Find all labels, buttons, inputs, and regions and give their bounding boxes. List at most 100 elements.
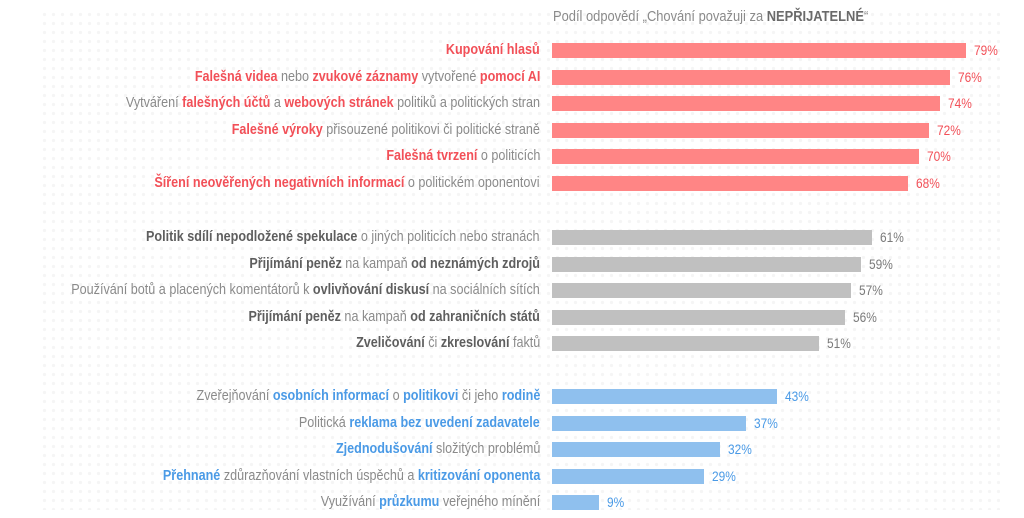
bar-label: Politická reklama bez uvedení zadavatele xyxy=(299,413,540,433)
bar-label: Zjednodušování složitých problémů xyxy=(336,439,540,459)
bar-label: Zveličování či zkreslování faktů xyxy=(356,333,540,353)
label-text: složitých problémů xyxy=(432,440,540,458)
label-highlight: Falešná videa xyxy=(194,67,278,85)
bar-label: Politik sdílí nepodložené spekulace o ji… xyxy=(146,227,540,247)
label-highlight: průzkumu xyxy=(378,493,440,511)
bar-row-red: Kupování hlasů 79% xyxy=(0,40,1024,60)
bar-row-grey: Přijímání peněz na kampaň od neznámých z… xyxy=(0,254,1024,274)
chart-title: Podíl odpovědí „Chování považuji za NEPŘ… xyxy=(553,8,869,25)
bar-row-red: Vytváření falešných účtů a webových strá… xyxy=(0,93,1024,113)
value-label: 59% xyxy=(869,255,893,272)
label-highlight: Přijímání peněz xyxy=(248,307,342,325)
label-text: na sociálních sítích xyxy=(429,281,540,299)
value-label: 74% xyxy=(947,95,972,112)
bar-label: Zveřejňování osobních informací o politi… xyxy=(196,386,540,406)
label-highlight: Zveličování xyxy=(355,334,425,352)
value-label: 32% xyxy=(727,441,752,458)
bar-label: Falešná videa nebo zvukové záznamy vytvo… xyxy=(194,67,540,87)
label-text: a xyxy=(270,94,285,112)
bar xyxy=(552,230,872,245)
bar-label: Přijímání peněz na kampaň od neznámých z… xyxy=(249,254,540,274)
bar-label: Přehnané zdůrazňování vlastních úspěchů … xyxy=(163,466,540,486)
label-text: Využívání xyxy=(320,493,379,511)
value-label: 43% xyxy=(785,388,810,404)
label-highlight: reklama bez uvedení zadavatele xyxy=(349,413,540,431)
label-highlight: Kupování hlasů xyxy=(446,41,540,58)
label-text: o jiných politicích nebo stranách xyxy=(357,228,540,245)
value-label: 76% xyxy=(958,68,983,85)
label-text: či xyxy=(424,334,441,352)
bar-label: Přijímání peněz na kampaň od zahraničníc… xyxy=(249,307,540,327)
bar-label: Využívání průzkumu veřejného mínění xyxy=(321,492,540,512)
label-text: na kampaň xyxy=(341,254,412,272)
label-text: přisouzené politikovi či politické stran… xyxy=(322,120,540,138)
bar-row-red: Falešná videa nebo zvukové záznamy vytvo… xyxy=(0,67,1024,87)
label-text: o xyxy=(388,387,403,404)
label-text: o politicích xyxy=(476,147,540,165)
label-highlight: Politik sdílí nepodložené spekulace xyxy=(146,228,358,245)
bar-label: Používání botů a placených komentátorů k… xyxy=(71,280,540,300)
bar xyxy=(552,336,820,352)
value-label: 56% xyxy=(853,308,878,325)
bar-row-blue: Přehnané zdůrazňování vlastních úspěchů … xyxy=(0,466,1024,486)
bar xyxy=(552,389,778,404)
label-highlight: od zahraničních států xyxy=(410,307,540,325)
label-highlight: Falešná tvrzení xyxy=(385,147,477,165)
label-text: politiků a politických stran xyxy=(393,94,540,112)
bar-row-grey: Používání botů a placených komentátorů k… xyxy=(0,280,1024,300)
label-highlight: Přijímání peněz xyxy=(249,254,342,272)
bar-label: Kupování hlasů xyxy=(446,40,540,60)
label-text: nebo xyxy=(277,67,313,85)
value-label: 61% xyxy=(879,229,904,245)
bar xyxy=(552,96,940,112)
label-text: Vytváření xyxy=(125,94,183,112)
bar-label: Šíření neověřených negativních informací… xyxy=(155,173,540,193)
value-label: 57% xyxy=(858,282,883,299)
value-label: 79% xyxy=(973,42,998,58)
label-highlight: webových stránek xyxy=(284,94,394,112)
label-text: veřejného mínění xyxy=(439,493,540,511)
label-highlight: falešných účtů xyxy=(182,94,271,112)
bar-row-blue: Zveřejňování osobních informací o politi… xyxy=(0,386,1024,406)
bar xyxy=(552,256,862,272)
bar-row-red: Falešné výroky přisouzené politikovi či … xyxy=(0,120,1024,140)
label-highlight: zvukové záznamy xyxy=(312,67,418,85)
label-highlight: od neznámých zdrojů xyxy=(411,254,540,272)
label-highlight: Falešné výroky xyxy=(231,120,323,138)
value-label: 70% xyxy=(926,148,951,165)
value-label: 68% xyxy=(916,175,941,191)
bar-row-red: Falešná tvrzení o politicích 70% xyxy=(0,146,1024,166)
bar-label: Falešné výroky přisouzené politikovi či … xyxy=(232,120,540,140)
bar xyxy=(552,495,600,511)
label-text: faktů xyxy=(509,334,540,352)
label-text: Politická xyxy=(299,413,350,431)
bar-row-blue: Využívání průzkumu veřejného mínění 9% xyxy=(0,492,1024,512)
value-label: 9% xyxy=(607,494,625,511)
label-highlight: Přehnané xyxy=(162,466,220,484)
bar xyxy=(552,309,846,325)
label-text: či jeho xyxy=(458,387,502,404)
label-highlight: pomocí AI xyxy=(479,67,540,85)
bar-row-grey: Zveličování či zkreslování faktů 51% xyxy=(0,333,1024,353)
label-highlight: Šíření neověřených negativních informací xyxy=(154,174,405,191)
bar xyxy=(552,43,966,58)
bar xyxy=(552,468,704,484)
bar-row-red: Šíření neověřených negativních informací… xyxy=(0,173,1024,193)
label-highlight: politikovi xyxy=(402,387,459,404)
bar-row-blue: Zjednodušování složitých problémů 32% xyxy=(0,439,1024,459)
label-text: na kampaň xyxy=(341,307,411,325)
bar xyxy=(552,442,720,458)
label-text: vytvořené xyxy=(417,67,480,85)
bar-row-blue: Politická reklama bez uvedení zadavatele… xyxy=(0,413,1024,433)
label-text: o politickém oponentovi xyxy=(404,174,540,191)
bar xyxy=(552,415,746,431)
label-text: zdůrazňování vlastních úspěchů a xyxy=(219,466,418,484)
label-highlight: zkreslování xyxy=(440,334,510,352)
value-label: 51% xyxy=(827,335,852,352)
label-highlight: Zjednodušování xyxy=(335,440,433,458)
label-highlight: rodině xyxy=(501,387,540,404)
bar xyxy=(552,122,930,138)
label-highlight: ovlivňování diskusí xyxy=(313,281,430,299)
bar xyxy=(552,69,951,85)
value-label: 37% xyxy=(753,414,778,431)
